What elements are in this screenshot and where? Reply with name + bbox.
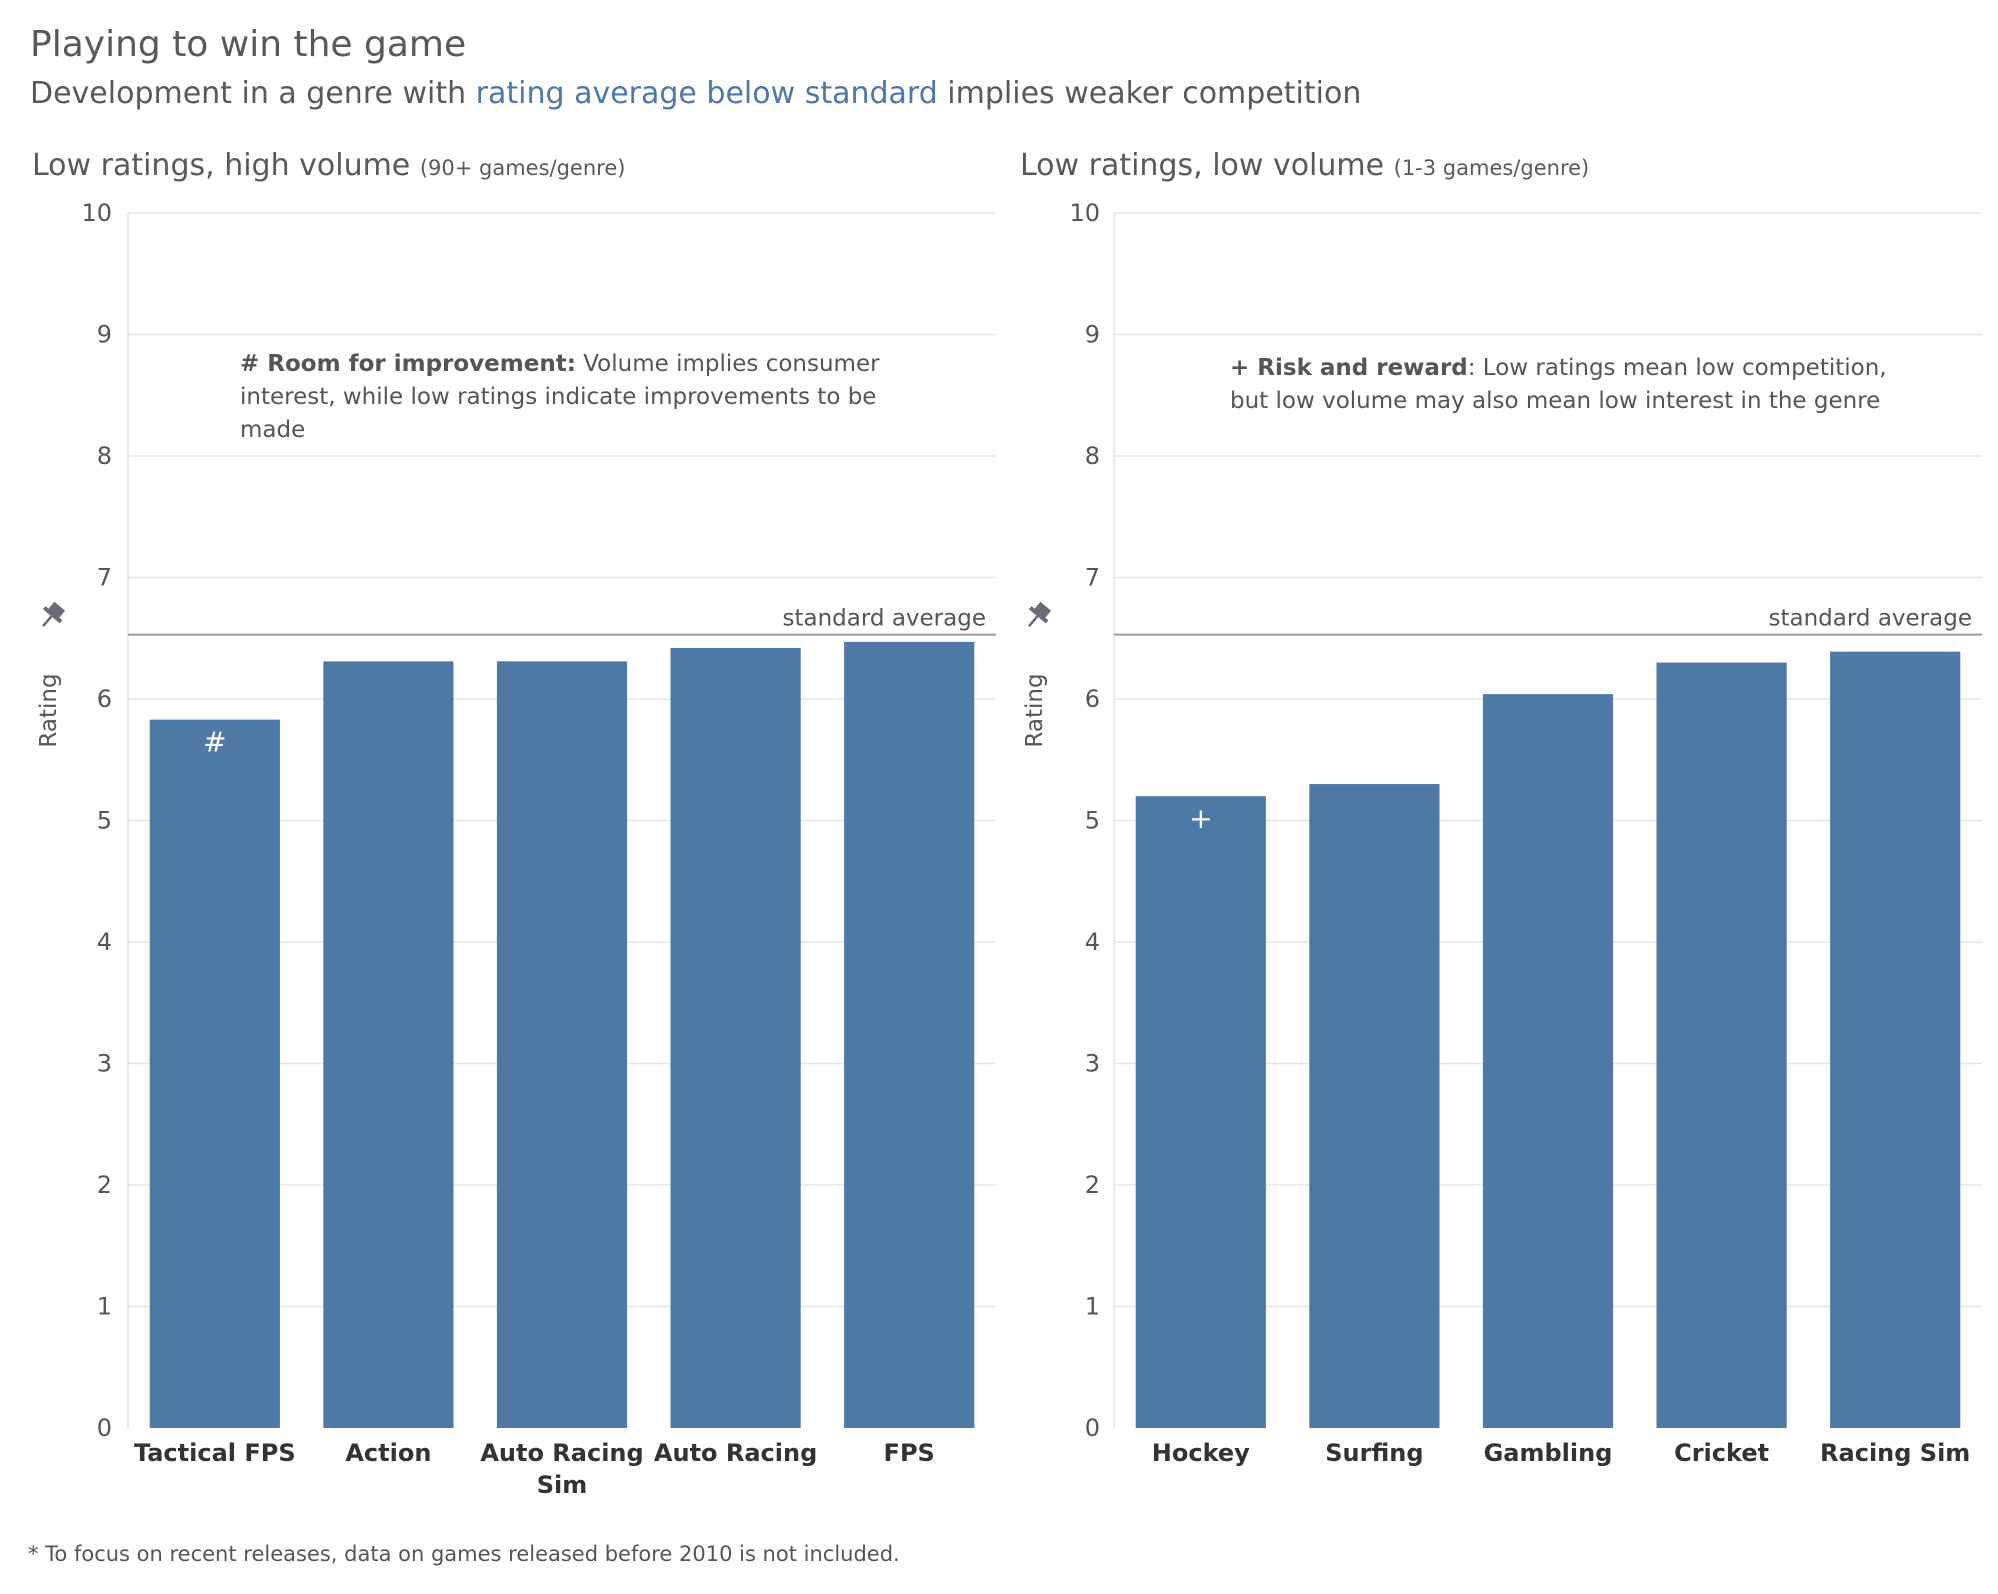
subtitle-suffix: implies weaker competition — [937, 76, 1362, 111]
annotation-body: : Low ratings mean low competition, but … — [1230, 355, 1887, 414]
y-tick-label: 10 — [81, 199, 112, 227]
reference-line-label: standard average — [1769, 606, 1973, 632]
x-category-label: Racing Sim — [1820, 1439, 1970, 1467]
panel-title-note: (1-3 games/genre) — [1393, 156, 1590, 180]
y-tick-label: 7 — [97, 564, 112, 592]
y-tick-label: 3 — [1085, 1050, 1100, 1078]
page-subtitle: Development in a genre with rating avera… — [30, 76, 1361, 111]
x-category-label: Cricket — [1674, 1439, 1769, 1467]
bar-hockey — [1135, 796, 1266, 1428]
panel-title-high-volume: Low ratings, high volume (90+ games/genr… — [32, 148, 625, 183]
y-tick-label: 3 — [97, 1050, 112, 1078]
y-tick-label: 1 — [1085, 1293, 1100, 1321]
x-category-label: Auto Racing — [654, 1439, 817, 1467]
y-tick-label: 5 — [1085, 807, 1100, 835]
y-axis-title: Rating — [1022, 673, 1048, 747]
bar-chart-1: 0 1 2 3 4 5 6 7 8 9 10 Rating Tactical FPS # Action Aut… — [36, 199, 996, 1499]
annotation-risk-and-reward: + Risk and reward: Low ratings mean low … — [1230, 352, 1930, 418]
panel-title-note: (90+ games/genre) — [419, 156, 626, 180]
y-tick-label: 7 — [1085, 564, 1100, 592]
annotation-room-for-improvement: # Room for improvement: Volume implies c… — [240, 348, 920, 447]
x-category-label: Sim — [537, 1471, 588, 1499]
pin-icon-base — [42, 606, 63, 624]
panel-title-low-volume: Low ratings, low volume (1-3 games/genre… — [1020, 148, 1589, 183]
x-category-label: Auto Racing — [480, 1439, 643, 1467]
x-category-label: Action — [345, 1439, 431, 1467]
pin-icon — [1028, 601, 1052, 628]
panel-title-main: Low ratings, low volume — [1020, 148, 1394, 183]
bar-action — [323, 661, 454, 1428]
y-tick-label: 0 — [1085, 1414, 1100, 1442]
y-tick-label: 4 — [97, 928, 112, 956]
bar-marker-symbol: + — [1189, 802, 1212, 835]
x-category-label: Tactical FPS — [134, 1439, 296, 1467]
bar-auto-racing — [670, 647, 801, 1428]
bar-auto-racing-sim — [496, 661, 628, 1428]
y-tick-label: 6 — [1085, 685, 1100, 713]
y-tick-label: 10 — [1069, 199, 1100, 227]
footnote: * To focus on recent releases, data on g… — [28, 1542, 900, 1566]
annotation-heading: # Room for improvement: — [240, 351, 576, 377]
y-tick-label: 6 — [97, 685, 112, 713]
y-tick-label: 5 — [97, 807, 112, 835]
y-axis-title: Rating — [36, 673, 62, 747]
bar-surfing — [1309, 784, 1440, 1428]
pin-icon-needle — [42, 615, 53, 628]
pin-icon-base — [1028, 606, 1049, 624]
y-tick-label: 2 — [1085, 1171, 1100, 1199]
bar-marker-symbol: # — [203, 726, 226, 759]
x-category-label: Gambling — [1484, 1439, 1613, 1467]
reference-line-label: standard average — [783, 606, 987, 632]
y-tick-label: 4 — [1085, 928, 1100, 956]
y-tick-label: 8 — [1085, 442, 1100, 470]
page-title: Playing to win the game — [30, 24, 467, 65]
y-tick-label: 9 — [1085, 321, 1100, 349]
y-tick-label: 0 — [97, 1414, 112, 1442]
x-category-label: FPS — [884, 1439, 935, 1467]
pin-icon-head — [1033, 601, 1052, 619]
annotation-body: Volume implies consumer interest, while … — [240, 351, 880, 443]
bar-cricket — [1656, 662, 1787, 1428]
bar-fps — [844, 641, 975, 1428]
pin-icon-head — [47, 601, 66, 619]
y-tick-label: 8 — [97, 442, 112, 470]
bar-chart-2: 0 1 2 3 4 5 6 7 8 9 10 Rating Hockey + Surfing Gambling… — [1022, 199, 1982, 1467]
bar-tactical-fps — [149, 719, 280, 1428]
y-tick-label: 1 — [97, 1293, 112, 1321]
pin-icon-needle — [1028, 615, 1039, 628]
x-category-label: Surfing — [1325, 1439, 1423, 1467]
bar-gambling — [1482, 694, 1614, 1428]
annotation-heading: + Risk and reward — [1230, 355, 1468, 381]
subtitle-prefix: Development in a genre with — [30, 76, 476, 111]
y-tick-label: 9 — [97, 321, 112, 349]
subtitle-highlight: rating average below standard — [475, 76, 938, 111]
pin-icon — [42, 601, 66, 628]
panel-title-main: Low ratings, high volume — [32, 148, 420, 183]
x-category-label: Hockey — [1152, 1439, 1250, 1467]
bar-racing-sim — [1830, 651, 1961, 1428]
y-tick-label: 2 — [97, 1171, 112, 1199]
